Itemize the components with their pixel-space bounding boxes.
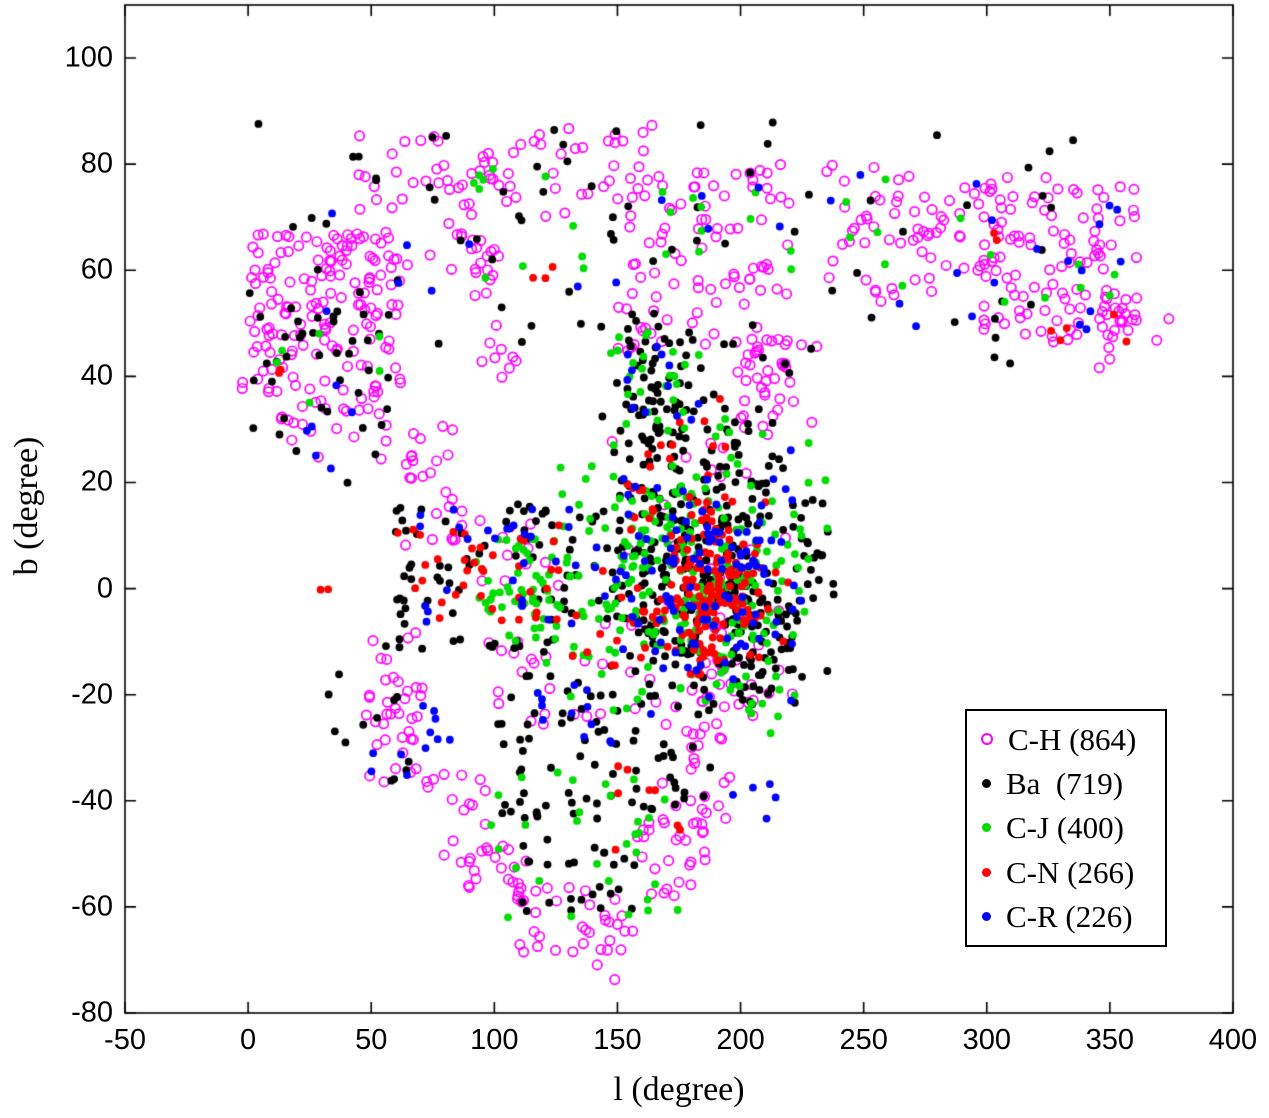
x-tick-label: -50 xyxy=(104,1024,146,1056)
y-tick-label: -80 xyxy=(71,996,113,1029)
x-tick-label: 150 xyxy=(593,1024,642,1056)
y-tick-label: 60 xyxy=(80,253,113,286)
x-tick-label: 250 xyxy=(839,1024,888,1056)
y-tick-label: 0 xyxy=(96,572,113,605)
legend-label-cr: C-R (226) xyxy=(1006,899,1133,935)
y-tick-label: 20 xyxy=(80,465,113,498)
x-tick-label: 200 xyxy=(716,1024,765,1056)
legend-item-ba: Ba (719) xyxy=(981,768,1165,799)
cn-dot-icon xyxy=(982,867,991,877)
cr-dot-icon xyxy=(982,912,991,922)
legend-item-ch: C-H (864) xyxy=(981,724,1165,755)
y-tick-label: -40 xyxy=(71,784,113,817)
x-tick-label: 100 xyxy=(470,1024,519,1056)
x-tick-label: 300 xyxy=(962,1024,1011,1056)
legend: C-H (864) Ba (719) C-J (400) C-N (266) C… xyxy=(965,709,1167,947)
ba-dot-icon xyxy=(982,779,991,789)
y-tick-label: -60 xyxy=(71,890,113,923)
y-tick-label: 100 xyxy=(64,41,113,74)
y-axis-label: b (degree) xyxy=(8,436,45,576)
legend-label-cn: C-N (266) xyxy=(1006,854,1135,890)
y-tick-label: 40 xyxy=(80,359,113,392)
x-tick-label: 0 xyxy=(240,1024,257,1056)
legend-label-ba: Ba (719) xyxy=(1006,766,1124,802)
legend-label-cj: C-J (400) xyxy=(1006,810,1124,846)
y-tick-label: 80 xyxy=(80,147,113,180)
x-tick-label: 50 xyxy=(355,1024,388,1056)
x-tick-label: 350 xyxy=(1085,1024,1135,1056)
legend-label-ch: C-H (864) xyxy=(1008,721,1137,757)
legend-item-cj: C-J (400) xyxy=(981,812,1165,843)
legend-item-cn: C-N (266) xyxy=(981,857,1165,888)
legend-item-cr: C-R (226) xyxy=(981,901,1165,932)
y-tick-label: -20 xyxy=(71,678,113,711)
cj-dot-icon xyxy=(982,823,991,833)
x-tick-label: 400 xyxy=(1208,1024,1258,1056)
ch-open-circle-icon xyxy=(981,733,993,746)
x-axis-label: l (degree) xyxy=(613,1071,745,1108)
